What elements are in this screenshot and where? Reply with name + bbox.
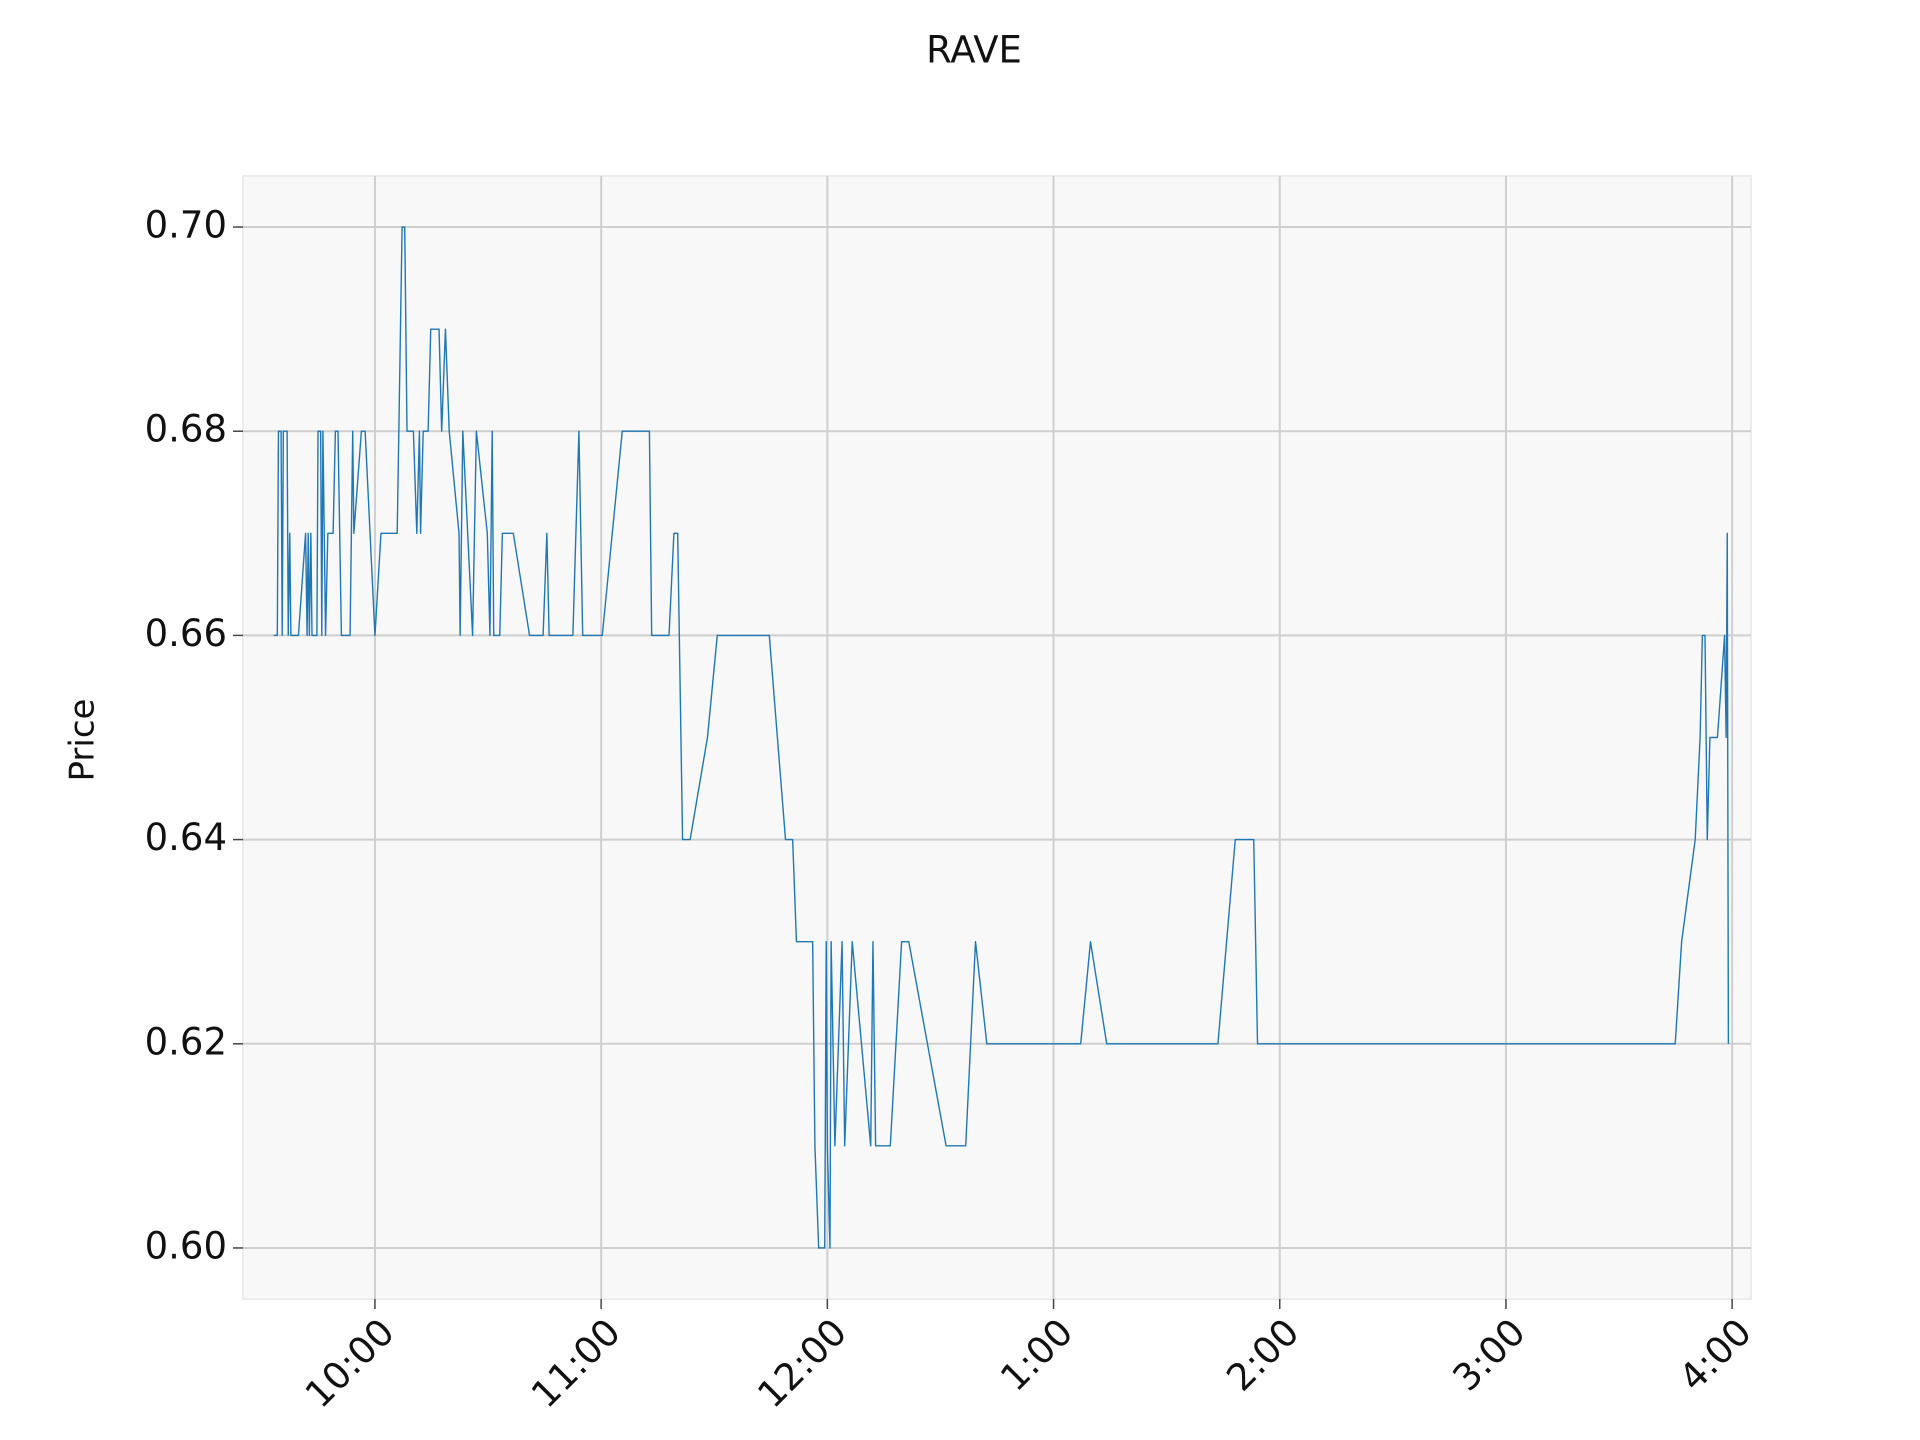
x-tick-label: 10:00 [297, 1310, 403, 1416]
y-tick-label: 0.70 [145, 204, 227, 247]
y-tick-label: 0.62 [145, 1020, 227, 1063]
x-tick-label: 12:00 [749, 1310, 855, 1416]
x-tick-label: 3:00 [1445, 1310, 1534, 1399]
y-tick-label: 0.66 [145, 612, 227, 655]
y-tick-label: 0.60 [145, 1224, 227, 1267]
x-tick-label: 11:00 [523, 1310, 629, 1416]
y-tick-label: 0.68 [145, 408, 227, 451]
price-line [273, 226, 1730, 1249]
plot-area [242, 175, 1752, 1300]
x-tick-label: 2:00 [1218, 1310, 1307, 1399]
y-tick-label: 0.64 [145, 816, 227, 859]
x-tick-label: 4:00 [1671, 1310, 1760, 1399]
chart-title: RAVE [926, 29, 1022, 72]
y-axis-label: Price [63, 699, 103, 782]
x-tick-label: 1:00 [992, 1310, 1081, 1399]
